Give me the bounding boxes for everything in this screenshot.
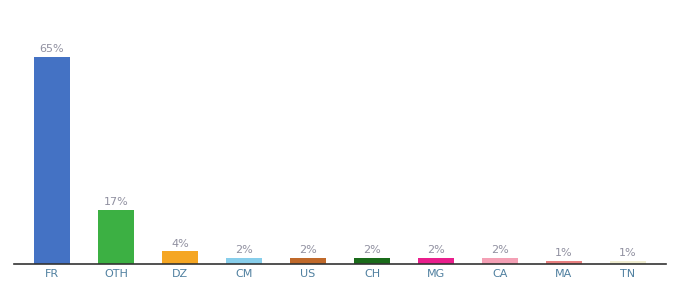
Bar [482, 258, 517, 264]
Text: 1%: 1% [555, 248, 573, 258]
Bar [354, 258, 390, 264]
Text: 2%: 2% [235, 245, 253, 255]
Bar [35, 56, 69, 264]
Text: 2%: 2% [491, 245, 509, 255]
Text: 2%: 2% [363, 245, 381, 255]
Bar [290, 258, 326, 264]
Text: 2%: 2% [427, 245, 445, 255]
Bar [547, 261, 581, 264]
Bar [226, 258, 262, 264]
Bar [611, 261, 645, 264]
Bar [163, 251, 198, 264]
Bar [99, 210, 133, 264]
Text: 17%: 17% [103, 197, 129, 207]
Text: 4%: 4% [171, 239, 189, 249]
Text: 2%: 2% [299, 245, 317, 255]
Bar [418, 258, 454, 264]
Text: 1%: 1% [619, 248, 636, 258]
Text: 65%: 65% [39, 44, 65, 54]
